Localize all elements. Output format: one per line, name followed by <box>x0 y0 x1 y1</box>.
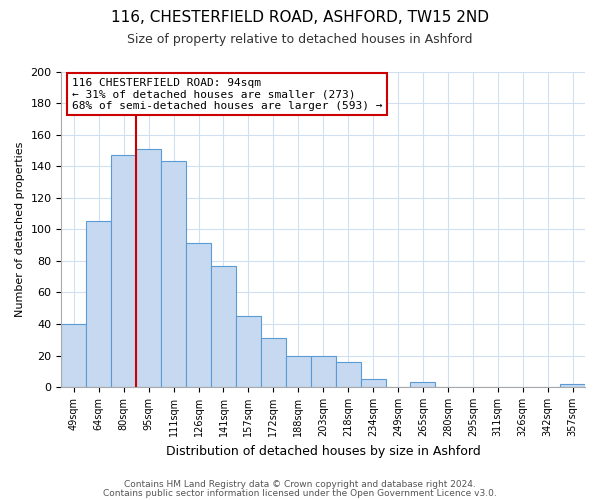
Bar <box>161 162 186 387</box>
Bar <box>211 266 236 387</box>
Bar <box>311 356 335 387</box>
Bar <box>361 379 386 387</box>
Text: Contains public sector information licensed under the Open Government Licence v3: Contains public sector information licen… <box>103 488 497 498</box>
Bar <box>86 222 111 387</box>
Bar <box>236 316 261 387</box>
Bar <box>560 384 585 387</box>
Text: Size of property relative to detached houses in Ashford: Size of property relative to detached ho… <box>127 32 473 46</box>
Bar <box>61 324 86 387</box>
Text: 116 CHESTERFIELD ROAD: 94sqm
← 31% of detached houses are smaller (273)
68% of s: 116 CHESTERFIELD ROAD: 94sqm ← 31% of de… <box>72 78 382 111</box>
Text: 116, CHESTERFIELD ROAD, ASHFORD, TW15 2ND: 116, CHESTERFIELD ROAD, ASHFORD, TW15 2N… <box>111 10 489 25</box>
Bar <box>186 244 211 387</box>
Bar <box>111 155 136 387</box>
X-axis label: Distribution of detached houses by size in Ashford: Distribution of detached houses by size … <box>166 444 481 458</box>
Bar <box>261 338 286 387</box>
Bar <box>136 149 161 387</box>
Bar <box>335 362 361 387</box>
Bar <box>286 356 311 387</box>
Bar <box>410 382 436 387</box>
Text: Contains HM Land Registry data © Crown copyright and database right 2024.: Contains HM Land Registry data © Crown c… <box>124 480 476 489</box>
Y-axis label: Number of detached properties: Number of detached properties <box>15 142 25 317</box>
